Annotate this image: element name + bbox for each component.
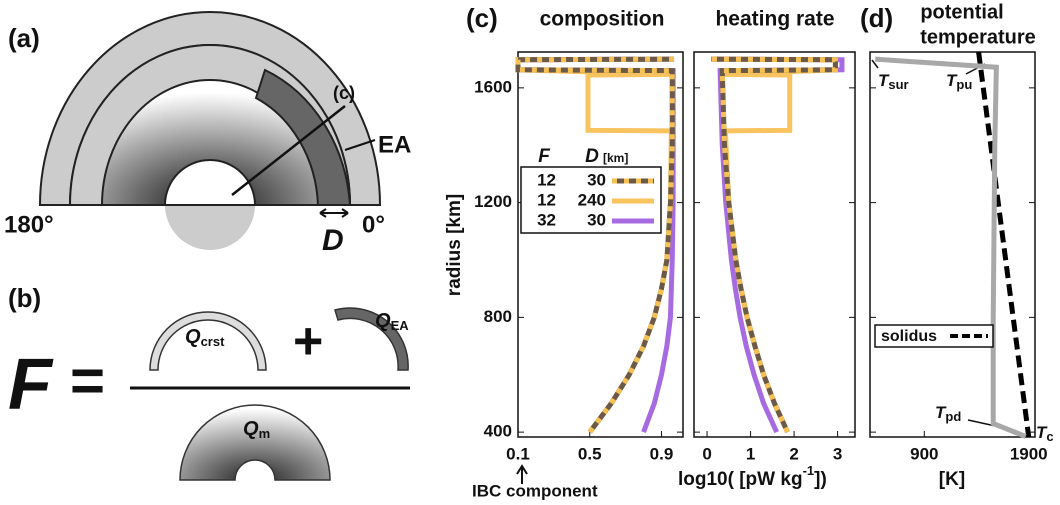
legend-value: 30 (587, 210, 606, 229)
annotation: Tsur (878, 71, 909, 92)
y-tick-label: 1200 (474, 192, 512, 211)
equation-lhs: F (8, 345, 54, 425)
x-tick-label: 900 (910, 444, 938, 463)
figure: (a) (c) EA 180° 0° D (b) F = + Qcrst QEA… (0, 0, 1060, 505)
equals: = (70, 347, 105, 414)
annotation: Tpu (946, 71, 972, 92)
x-tick-label: 1900 (1010, 444, 1048, 463)
panel-label: (b) (8, 283, 41, 313)
series-line (711, 59, 842, 432)
y-tick-label: 1600 (474, 77, 512, 96)
x-axis-label: IBC component (472, 481, 598, 500)
diagram-a: (a) (c) EA 180° 0° D (4, 12, 411, 257)
x-axis-label: log10( [pW kg-1]) (678, 463, 827, 490)
series-line (979, 52, 1029, 437)
angle-label: 0° (362, 211, 385, 238)
x-tick-label: 2 (789, 444, 798, 463)
series-line-dash (518, 59, 674, 432)
series-line (875, 59, 1025, 436)
x-tick-label: 0.9 (650, 444, 674, 463)
chart-title: temperature (920, 26, 1036, 48)
chart-title: composition (540, 8, 665, 31)
panel-label: (d) (860, 3, 893, 33)
ea-shape (335, 308, 408, 370)
mantle-shape (180, 405, 330, 480)
chart-title: potential (920, 1, 1003, 23)
legend-header: D (585, 146, 599, 167)
x-axis-label: [K] (939, 469, 965, 490)
width-arrow (320, 209, 348, 217)
plot-frame (694, 52, 855, 437)
chart-title: heating rate (715, 8, 834, 31)
q-label: Qcrst (185, 326, 225, 349)
x-tick-label: 1 (746, 444, 755, 463)
y-axis-label: radius [km] (444, 194, 465, 296)
series-line (518, 59, 674, 432)
panel-label: (a) (8, 23, 40, 53)
plus: + (293, 313, 323, 371)
x-tick-label: 3 (833, 444, 842, 463)
layer-label: EA (378, 131, 411, 158)
legend-value: 32 (537, 210, 556, 229)
width-label: D (322, 224, 344, 257)
series-line (518, 59, 674, 432)
q-label: QEA (375, 310, 409, 333)
angle-label: 180° (4, 211, 54, 238)
plot-frame (870, 52, 1035, 437)
series-line (518, 59, 674, 432)
legend-value: 12 (537, 170, 556, 189)
pointer-label: (c) (333, 83, 355, 103)
y-tick-label: 800 (484, 307, 512, 326)
x-tick-label: 0.1 (506, 444, 530, 463)
annotation: Tpd (935, 403, 961, 424)
legend-unit: [km] (603, 151, 628, 165)
annotation: Tc (1036, 423, 1054, 444)
diagram-b: (b) F = + Qcrst QEA Qm (8, 283, 410, 480)
legend-value: 30 (587, 170, 606, 189)
y-tick-label: 400 (484, 422, 512, 441)
legend-value: 12 (537, 190, 556, 209)
x-tick-label: 0.5 (578, 444, 602, 463)
legend-header: F (538, 146, 551, 167)
panel-label: (c) (466, 3, 498, 33)
legend-label: solidus (881, 328, 937, 345)
x-tick-label: 0 (702, 444, 711, 463)
legend-value: 240 (578, 190, 606, 209)
